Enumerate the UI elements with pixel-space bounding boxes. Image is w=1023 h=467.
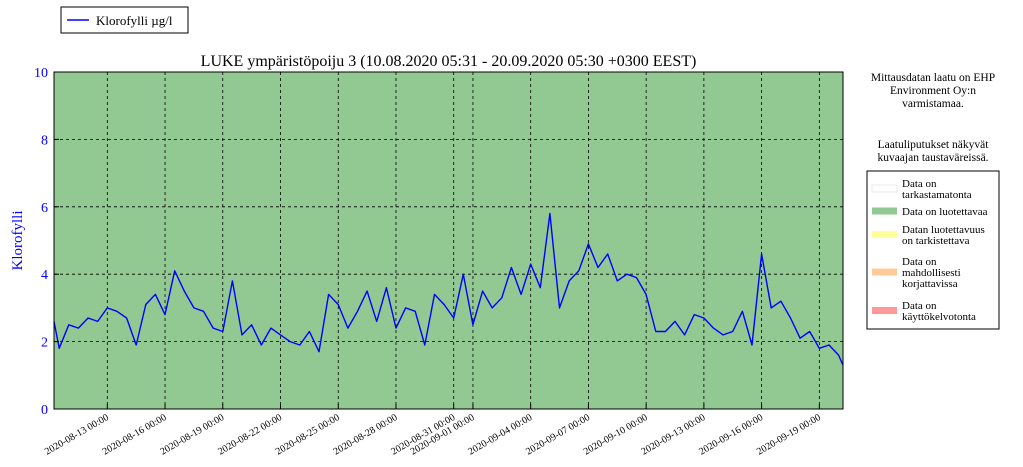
quality-legend-swatch xyxy=(872,307,897,314)
quality-note-line: Environment Oy:n xyxy=(890,85,976,97)
x-tick-label: 2020-08-22 00:00 xyxy=(216,412,284,458)
x-tick-label: 2020-09-16 00:00 xyxy=(697,412,765,458)
y-axis-label: Klorofylli xyxy=(10,211,26,271)
x-tick-label: 2020-09-04 00:00 xyxy=(466,412,534,458)
quality-legend xyxy=(866,170,1000,330)
x-tick-label: 2020-08-19 00:00 xyxy=(158,412,226,458)
series-legend-label: Klorofylli µg/l xyxy=(96,13,173,28)
quality-legend-swatch xyxy=(872,268,897,276)
x-tick-label: 2020-09-07 00:00 xyxy=(524,412,592,458)
quality-legend-label: Data on xyxy=(902,300,937,312)
flag-note-line: kuvaajan taustaväreissä. xyxy=(877,152,988,164)
x-tick-label: 2020-08-16 00:00 xyxy=(101,412,169,458)
x-tick-label: 2020-08-28 00:00 xyxy=(332,412,400,458)
x-tick-label: 2020-09-13 00:00 xyxy=(640,412,708,458)
quality-legend-swatch xyxy=(871,184,898,193)
quality-legend-label: tarkastamatonta xyxy=(902,189,972,201)
x-tick-label: 2020-09-19 00:00 xyxy=(755,412,823,458)
y-tick-label: 6 xyxy=(41,201,48,216)
quality-note-line: varmistamaa. xyxy=(902,98,964,110)
x-tick-label: 2020-08-25 00:00 xyxy=(274,412,342,458)
x-tick-label: 2020-09-10 00:00 xyxy=(582,412,650,458)
y-tick-label: 10 xyxy=(34,66,48,81)
series-line-klorofylli xyxy=(53,212,844,366)
quality-legend-label: korjattavissa xyxy=(902,278,958,290)
quality-legend-label: on tarkistettava xyxy=(902,235,970,247)
plot-frame xyxy=(53,71,844,410)
y-tick-label: 8 xyxy=(41,133,48,148)
quality-legend-label: mahdollisesti xyxy=(902,267,961,279)
y-tick-label: 2 xyxy=(41,336,48,351)
quality-legend-swatch xyxy=(872,231,897,238)
quality-legend-label: Data on xyxy=(902,256,937,268)
quality-legend-label: käyttökelvotonta xyxy=(902,311,976,323)
y-tick-label: 0 xyxy=(41,403,48,418)
quality-legend-label: Datan luotettavuus xyxy=(902,224,985,236)
x-tick-label: 2020-08-13 00:00 xyxy=(43,412,111,458)
y-tick-label: 4 xyxy=(41,268,48,283)
quality-legend-label: Data on xyxy=(902,178,937,190)
quality-legend-swatch xyxy=(872,207,897,215)
quality-note-line: Mittausdatan laatu on EHP xyxy=(871,72,995,84)
quality-legend-label: Data on luotettavaa xyxy=(902,206,988,218)
flag-note-line: Laatuliputukset näkyvät xyxy=(878,139,990,151)
plot-background xyxy=(54,72,843,409)
chart-title: LUKE ympäristöpoiju 3 (10.08.2020 05:31 … xyxy=(201,53,697,70)
